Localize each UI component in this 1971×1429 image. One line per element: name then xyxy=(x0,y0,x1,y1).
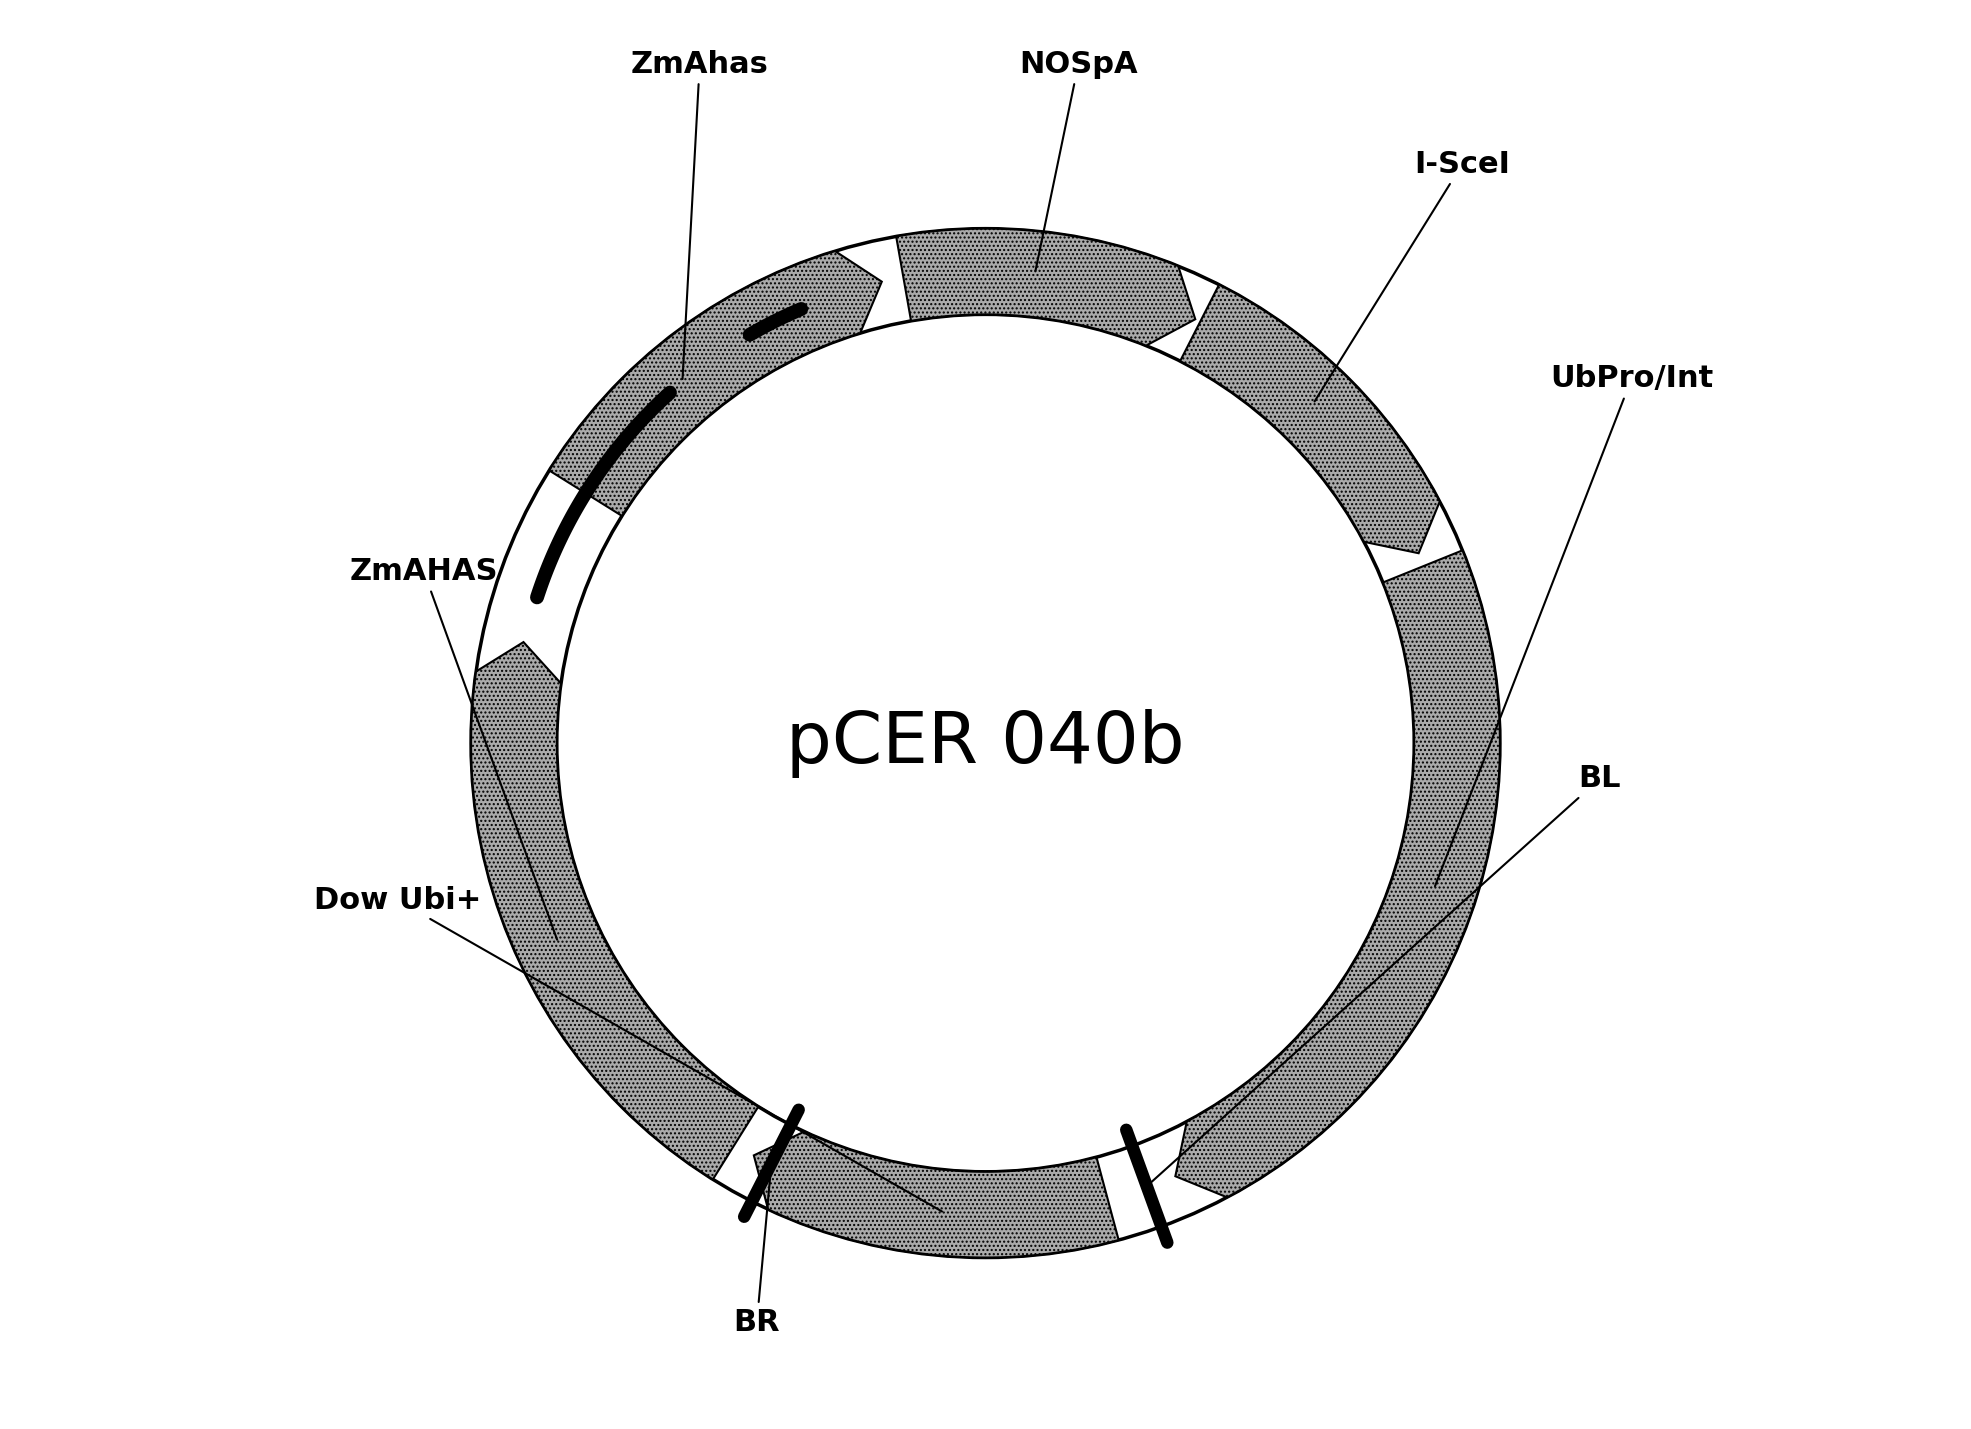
Polygon shape xyxy=(753,1132,1120,1258)
Text: pCER 040b: pCER 040b xyxy=(786,709,1185,777)
Text: UbPro/Int: UbPro/Int xyxy=(1435,364,1713,886)
Text: BR: BR xyxy=(733,1166,781,1336)
Polygon shape xyxy=(1175,550,1500,1198)
Polygon shape xyxy=(471,642,759,1179)
Text: I-SceI: I-SceI xyxy=(1315,150,1510,402)
Text: NOSpA: NOSpA xyxy=(1019,50,1137,272)
Polygon shape xyxy=(1181,284,1439,553)
Polygon shape xyxy=(550,252,881,516)
Text: ZmAhas: ZmAhas xyxy=(631,50,769,379)
Text: BL: BL xyxy=(1149,765,1620,1185)
Text: Dow Ubi+: Dow Ubi+ xyxy=(313,886,942,1212)
Text: ZmAHAS: ZmAHAS xyxy=(349,557,558,940)
Polygon shape xyxy=(897,229,1194,346)
